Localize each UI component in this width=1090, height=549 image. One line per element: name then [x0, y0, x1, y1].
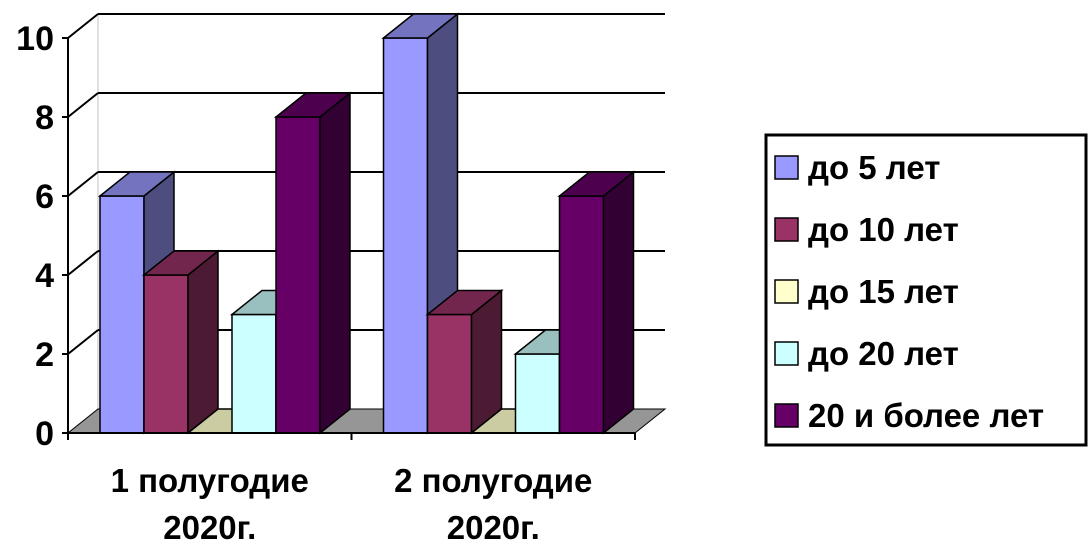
- legend-label: до 15 лет: [808, 273, 959, 310]
- legend-swatch: [774, 341, 799, 366]
- gridline-side: [67, 92, 99, 118]
- bar: [141, 249, 221, 435]
- bar-top: [273, 92, 353, 118]
- bar-front: [514, 353, 561, 434]
- side-wall: [67, 12, 99, 435]
- bar-front: [426, 313, 473, 434]
- y-tick-label: 10: [16, 20, 54, 58]
- gridline-side: [67, 171, 99, 197]
- y-tick-label: 8: [35, 99, 54, 137]
- legend-swatch: [774, 403, 799, 428]
- y-tick-label: 0: [35, 415, 54, 453]
- legend-swatch: [774, 279, 799, 304]
- bar-top: [97, 171, 177, 197]
- x-tick-label: 2020г.: [447, 509, 540, 546]
- y-tick-label: 2: [35, 336, 54, 374]
- bar-front: [231, 313, 277, 434]
- gridline-side: [67, 13, 99, 39]
- legend-swatch: [774, 155, 799, 180]
- legend-label: 20 и более лет: [808, 397, 1044, 434]
- bar-front: [382, 37, 429, 434]
- y-tick-label: 4: [35, 257, 54, 295]
- bar-side: [187, 249, 219, 435]
- bar-side: [470, 288, 503, 435]
- legend-item: до 20 лет: [774, 335, 959, 372]
- bar: [425, 288, 504, 435]
- bar-front: [143, 274, 189, 434]
- y-tick-label: 6: [35, 178, 54, 216]
- legend-swatch: [774, 217, 799, 242]
- bar-top: [425, 289, 504, 316]
- value-axis: 0 2 4 6 8 10: [16, 20, 69, 453]
- x-tick-label: 1 полугодие: [111, 462, 309, 499]
- x-tick-label: 2 полугодие: [394, 462, 592, 499]
- bar-front: [99, 195, 145, 434]
- gridline-side: [67, 329, 99, 355]
- legend-label: до 10 лет: [808, 211, 959, 248]
- legend-label: до 5 лет: [808, 149, 940, 186]
- bar: [273, 91, 353, 435]
- bars: [97, 12, 636, 435]
- bar-front: [275, 116, 321, 434]
- bar-side: [602, 170, 635, 435]
- bar: [557, 170, 636, 435]
- legend-item: до 5 лет: [774, 149, 940, 186]
- legend-box: [764, 133, 1088, 447]
- gridline-side: [67, 250, 99, 276]
- legend-item: до 15 лет: [774, 273, 959, 310]
- category-axis: 1 полугодие 2020г. 2 полугодие 2020г.: [67, 432, 636, 546]
- bar-top: [141, 250, 221, 276]
- legend: до 5 лет до 10 лет до 15 лет до 20 лет 20 и …: [764, 133, 1088, 447]
- bar-front: [558, 195, 605, 434]
- legend-item: до 10 лет: [774, 211, 959, 248]
- legend-item: 20 и более лет: [774, 397, 1044, 434]
- bar-top: [557, 171, 636, 197]
- bar-side: [319, 91, 351, 435]
- bar-top: [381, 13, 460, 39]
- legend-label: до 20 лет: [808, 335, 959, 372]
- x-tick-label: 2020г.: [163, 509, 256, 546]
